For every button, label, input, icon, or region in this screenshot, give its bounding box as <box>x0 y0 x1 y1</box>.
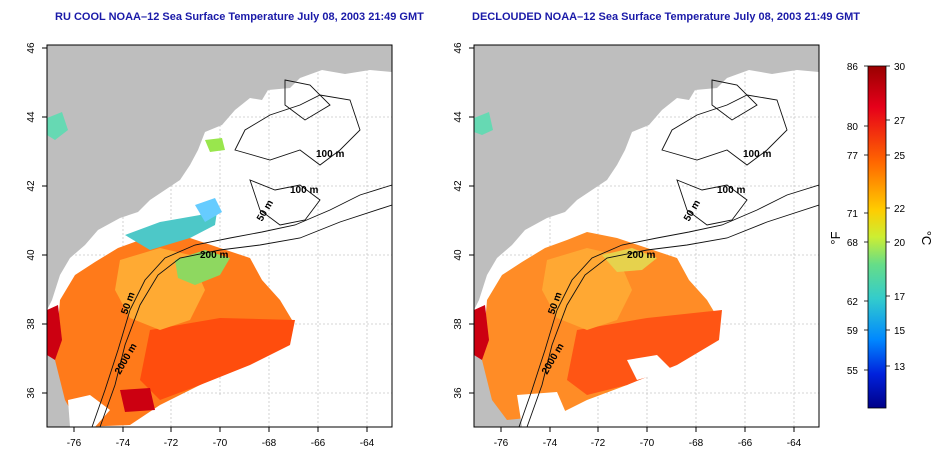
y-tick-label: 44 <box>453 111 464 123</box>
contour-label: 200 m <box>627 250 655 261</box>
x-tick-label: -72 <box>164 438 179 449</box>
contour-label: 100 m <box>717 185 745 196</box>
x-tick-label: -76 <box>67 438 82 449</box>
x-tick-label: -74 <box>543 438 558 449</box>
y-tick-label: 36 <box>453 387 464 399</box>
celsius-tick: 25 <box>894 151 906 162</box>
x-tick-label: -70 <box>640 438 655 449</box>
x-tick-label: -64 <box>787 438 802 449</box>
contour-label: 100 m <box>290 185 318 196</box>
colorbar-legend: 86 80 77 71 68 62 59 55 30 27 25 22 20 1… <box>828 62 934 409</box>
y-tick-label: 44 <box>26 111 37 123</box>
x-tick-label: -72 <box>591 438 606 449</box>
right-map-title: DECLOUDED NOAA–12 Sea Surface Temperatur… <box>472 11 861 23</box>
y-tick-label: 38 <box>26 318 37 330</box>
colorbar-gradient <box>867 65 887 409</box>
x-tick-label: -76 <box>494 438 509 449</box>
celsius-tick: 15 <box>894 326 906 337</box>
contour-label: 200 m <box>200 250 228 261</box>
right-map-panel: 100 m 100 m 50 m 200 m 50 m 2000 m -76 -… <box>453 42 820 449</box>
fahrenheit-unit-label: °F <box>828 231 843 244</box>
land-mass <box>47 45 392 310</box>
celsius-tick: 22 <box>894 204 906 215</box>
celsius-tick: 30 <box>894 62 906 73</box>
fahrenheit-tick: 77 <box>847 151 859 162</box>
fahrenheit-tick: 62 <box>847 297 859 308</box>
fahrenheit-tick: 68 <box>847 238 859 249</box>
x-tick-label: -68 <box>262 438 277 449</box>
y-tick-label: 36 <box>26 387 37 399</box>
celsius-tick: 27 <box>894 116 906 127</box>
fahrenheit-tick: 55 <box>847 366 859 377</box>
celsius-tick: 20 <box>894 238 906 249</box>
contour-label: 100 m <box>743 149 771 160</box>
x-tick-label: -70 <box>213 438 228 449</box>
fahrenheit-tick: 59 <box>847 326 859 337</box>
celsius-tick: 13 <box>894 362 906 373</box>
celsius-unit-label: °C <box>919 231 934 246</box>
fahrenheit-tick: 80 <box>847 122 859 133</box>
x-tick-label: -66 <box>311 438 326 449</box>
y-tick-label: 40 <box>26 249 37 261</box>
fahrenheit-tick: 86 <box>847 62 859 73</box>
y-tick-label: 46 <box>453 42 464 54</box>
y-tick-label: 46 <box>26 42 37 54</box>
y-tick-label: 40 <box>453 249 464 261</box>
left-map-panel: 100 m 100 m 50 m 200 m 50 m 2000 m -76 -… <box>26 42 393 449</box>
x-tick-label: -64 <box>360 438 375 449</box>
y-tick-label: 38 <box>453 318 464 330</box>
left-map-title: RU COOL NOAA–12 Sea Surface Temperature … <box>55 11 424 23</box>
x-tick-label: -66 <box>738 438 753 449</box>
fahrenheit-tick: 71 <box>847 209 859 220</box>
contour-label: 100 m <box>316 149 344 160</box>
x-tick-label: -68 <box>689 438 704 449</box>
x-tick-label: -74 <box>116 438 131 449</box>
y-tick-label: 42 <box>453 180 464 192</box>
celsius-tick: 17 <box>894 292 906 303</box>
land-mass <box>474 45 819 310</box>
y-tick-label: 42 <box>26 180 37 192</box>
